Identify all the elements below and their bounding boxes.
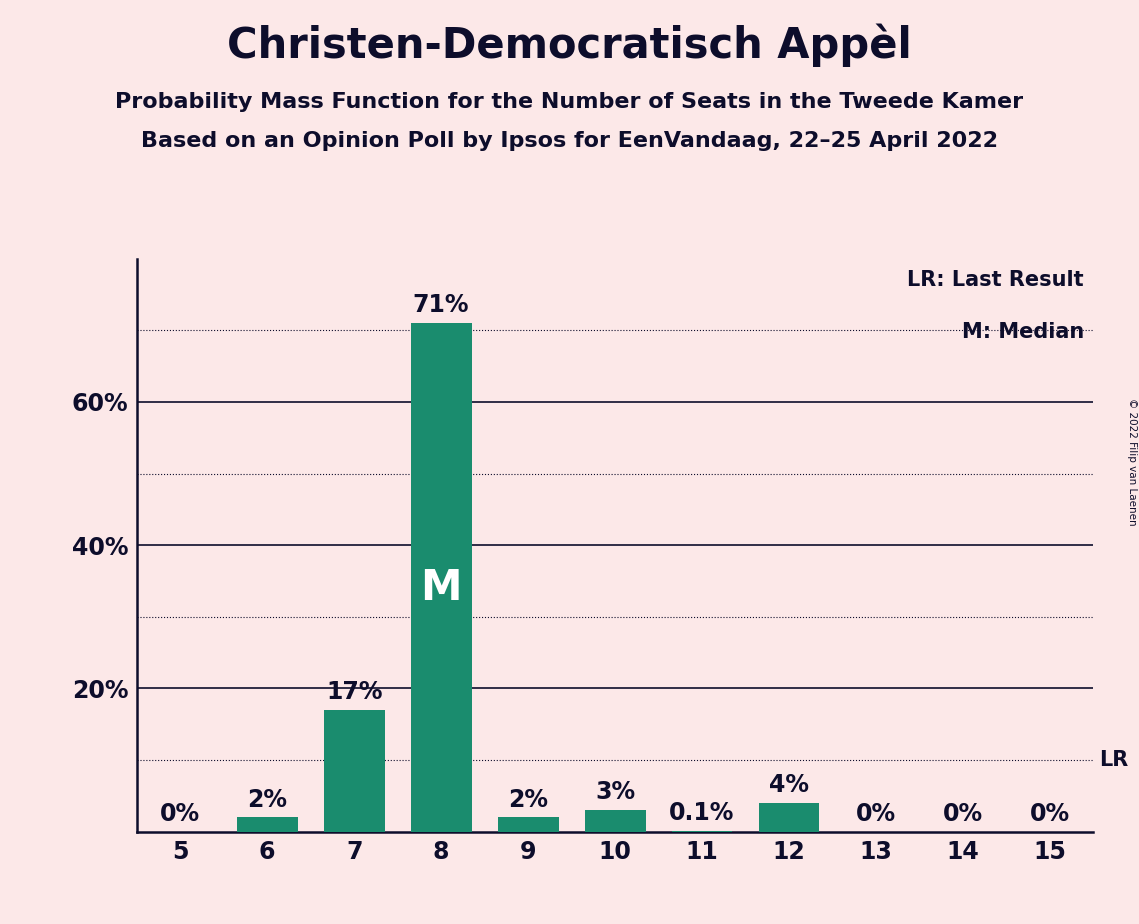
Text: LR: Last Result: LR: Last Result <box>908 270 1084 290</box>
Text: 0%: 0% <box>1030 802 1070 826</box>
Text: M: Median: M: Median <box>961 322 1084 342</box>
Text: 71%: 71% <box>412 294 469 318</box>
Text: Christen-Democratisch Appèl: Christen-Democratisch Appèl <box>227 23 912 67</box>
Text: M: M <box>420 566 461 609</box>
Text: 2%: 2% <box>247 787 287 811</box>
Text: 0.1%: 0.1% <box>670 801 735 825</box>
Text: 3%: 3% <box>595 781 636 805</box>
Text: 0%: 0% <box>161 802 200 826</box>
Text: 4%: 4% <box>769 773 809 797</box>
Bar <box>323 710 385 832</box>
Text: 0%: 0% <box>943 802 983 826</box>
Bar <box>237 817 297 832</box>
Bar <box>498 817 558 832</box>
Text: 2%: 2% <box>508 787 548 811</box>
Text: Based on an Opinion Poll by Ipsos for EenVandaag, 22–25 April 2022: Based on an Opinion Poll by Ipsos for Ee… <box>141 131 998 152</box>
Text: 17%: 17% <box>326 680 383 704</box>
Text: 0%: 0% <box>855 802 896 826</box>
Bar <box>584 810 646 832</box>
Text: © 2022 Filip van Laenen: © 2022 Filip van Laenen <box>1126 398 1137 526</box>
Text: Probability Mass Function for the Number of Seats in the Tweede Kamer: Probability Mass Function for the Number… <box>115 92 1024 113</box>
Bar <box>411 323 472 832</box>
Bar <box>759 803 819 832</box>
Text: LR: LR <box>1099 750 1129 770</box>
